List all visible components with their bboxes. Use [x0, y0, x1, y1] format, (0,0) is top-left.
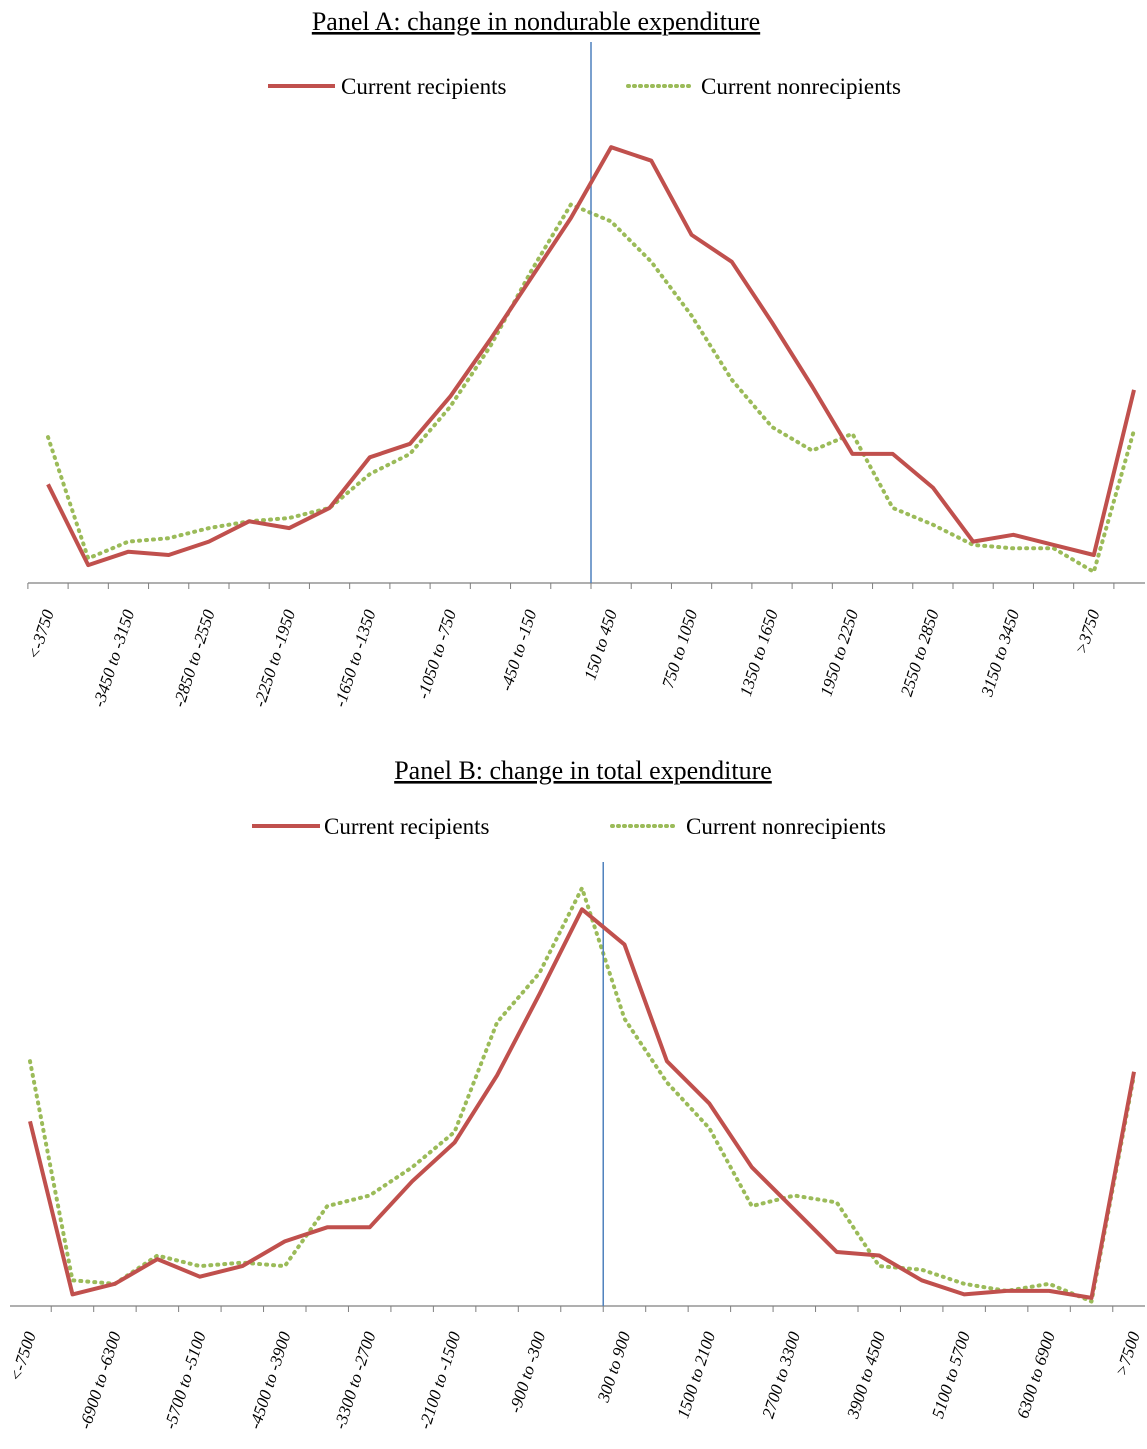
- panel-b-tick-label: 5100 to 5700: [928, 1329, 974, 1421]
- panel-b-tick-label: 300 to 900: [593, 1329, 634, 1405]
- panel-b-tick-label: -5700 to -5100: [160, 1329, 209, 1431]
- panel-a-tick-label: >3750: [1071, 607, 1103, 657]
- panel-a-legend-recipients-label: Current recipients: [341, 74, 506, 99]
- panel-a-tick-label: -450 to -150: [496, 607, 540, 693]
- panel-b-tick-label: -4500 to -3900: [245, 1329, 294, 1431]
- panel-b-tick-label: -6900 to -6300: [75, 1329, 124, 1431]
- panel-a-tick-label: -2250 to -1950: [250, 607, 299, 709]
- panel-b-tick-label: <-7500: [6, 1329, 40, 1384]
- panel-a-tick-label: 3150 to 3450: [977, 607, 1023, 700]
- panel-b-tick-label: 6300 to 6900: [1013, 1329, 1059, 1421]
- panel-b-tick-label: -2100 to -1500: [415, 1329, 464, 1431]
- panel-b-tick-label: -900 to -300: [505, 1329, 549, 1415]
- panel-b-series-recipients-line: [28, 907, 1136, 1300]
- panel-a-tick-label: <-3750: [24, 607, 58, 662]
- panel-a-tick-label: -2850 to -2550: [169, 607, 218, 709]
- panel-b-tick-label: 2700 to 3300: [758, 1329, 804, 1421]
- panel-b-tick-label: >7500: [1112, 1329, 1144, 1379]
- panel-b-series-nonrecipients-line: [28, 886, 1136, 1304]
- panel-b-legend: Current recipients Current nonrecipients: [252, 814, 886, 839]
- panel-a-tick-label: 1950 to 2250: [816, 607, 862, 699]
- panel-a-legend-nonrecipients-label: Current nonrecipients: [701, 74, 901, 99]
- panel-a: Panel A: change in nondurable expenditur…: [24, 7, 1145, 709]
- panel-a-series-recipients-line: [46, 145, 1136, 568]
- panel-a-tick-label: -1650 to -1350: [330, 607, 379, 709]
- panel-a-tick-label: -3450 to -3150: [89, 607, 138, 709]
- panel-b-tick-label: 1500 to 2100: [673, 1329, 719, 1421]
- panel-b-title: Panel B: change in total expenditure: [394, 756, 772, 785]
- panel-a-tick-label: -1050 to -750: [413, 607, 460, 701]
- panel-a-title: Panel A: change in nondurable expenditur…: [312, 7, 760, 36]
- panel-b: Panel B: change in total expenditure Cur…: [6, 756, 1145, 1431]
- panel-a-legend: Current recipients Current nonrecipients: [268, 74, 901, 99]
- panel-b-tick-label: 3900 to 4500: [843, 1329, 889, 1422]
- panel-b-legend-recipients-label: Current recipients: [324, 814, 489, 839]
- panel-b-legend-nonrecipients-label: Current nonrecipients: [686, 814, 886, 839]
- panel-a-tick-label: 750 to 1050: [658, 607, 701, 691]
- panel-b-tick-label: -3300 to -2700: [330, 1329, 379, 1431]
- panel-a-tick-label: 1350 to 1650: [736, 607, 782, 699]
- panel-a-tick-label: 150 to 450: [580, 607, 621, 683]
- panel-a-tick-label: 2550 to 2850: [897, 607, 943, 699]
